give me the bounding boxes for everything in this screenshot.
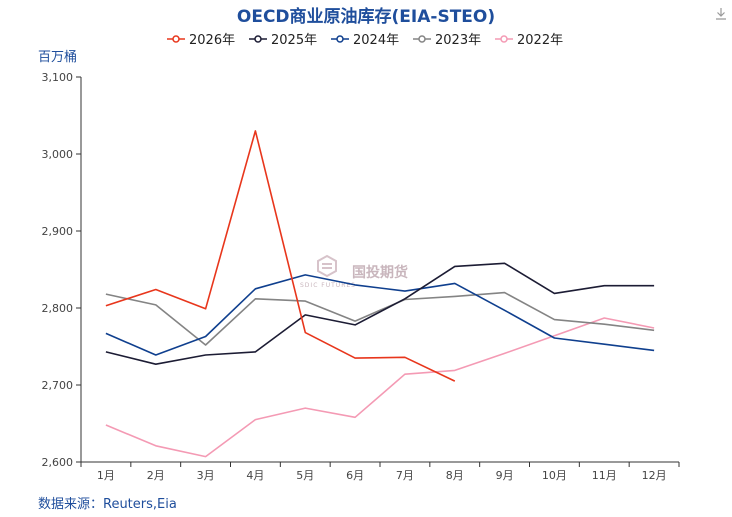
legend-item[interactable]: 2025年 — [249, 33, 317, 48]
axes: 2,600 2,700 2,800 2,900 3,000 3,100 1月 2月 3月 4月 5月… — [42, 71, 680, 482]
legend-label: 2026年 — [189, 33, 235, 48]
series-layer — [105, 130, 655, 458]
legend-marker — [336, 35, 344, 43]
legend-label: 2023年 — [435, 33, 481, 48]
source-note: 数据来源：Reuters,Eia — [38, 497, 177, 512]
chart-title: OECD商业原油库存(EIA-STEO) — [237, 6, 495, 27]
x-tick-label: 5月 — [296, 469, 314, 482]
legend-marker — [172, 35, 180, 43]
legend-marker — [418, 35, 426, 43]
y-tick-label: 2,600 — [42, 456, 74, 469]
legend-item[interactable]: 2024年 — [331, 33, 399, 48]
legend-marker — [254, 35, 262, 43]
watermark-text: 国投期货 — [352, 264, 408, 281]
x-tick-label: 12月 — [642, 469, 667, 482]
y-tick-label: 3,100 — [42, 71, 74, 84]
y-tick-label: 2,900 — [42, 225, 74, 238]
series-line-2023年 — [105, 291, 655, 346]
x-tick-label: 3月 — [197, 469, 215, 482]
watermark-subtext: SDIC FUTURES — [300, 282, 356, 289]
x-tick-label: 2月 — [147, 469, 165, 482]
x-tick-label: 9月 — [496, 469, 514, 482]
y-tick-label: 3,000 — [42, 148, 74, 161]
x-tick-label: 8月 — [446, 469, 464, 482]
download-icon[interactable] — [714, 7, 728, 21]
legend-item[interactable]: 2022年 — [495, 33, 563, 48]
x-tick-label: 7月 — [396, 469, 414, 482]
legend-label: 2025年 — [271, 33, 317, 48]
x-tick-label: 4月 — [246, 469, 264, 482]
series-line-2026年 — [105, 130, 456, 382]
legend-label: 2024年 — [353, 33, 399, 48]
x-tick-label: 10月 — [542, 469, 567, 482]
y-axis-unit-label: 百万桶 — [38, 50, 77, 65]
legend-marker — [500, 35, 508, 43]
legend-label: 2022年 — [517, 33, 563, 48]
legend: 2026年 2025年 2024年 2023年 2022年 — [167, 33, 563, 48]
legend-item[interactable]: 2023年 — [413, 33, 481, 48]
watermark: 国投期货 SDIC FUTURES — [300, 254, 408, 289]
legend-item[interactable]: 2026年 — [167, 33, 235, 48]
series-line-2025年 — [105, 262, 655, 366]
x-tick-label: 1月 — [97, 469, 115, 482]
y-tick-label: 2,800 — [42, 302, 74, 315]
series-line-2022年 — [105, 317, 655, 458]
x-tick-label: 11月 — [592, 469, 617, 482]
y-tick-label: 2,700 — [42, 379, 74, 392]
series-line-2024年 — [105, 274, 655, 356]
x-tick-label: 6月 — [346, 469, 364, 482]
